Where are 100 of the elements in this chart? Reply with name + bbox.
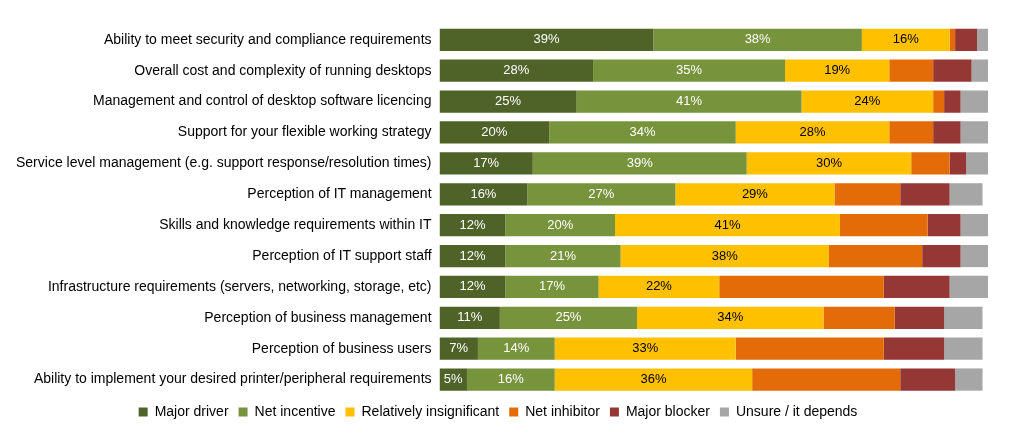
- bar: [955, 368, 983, 391]
- data-label: 27%: [588, 185, 615, 201]
- bar: [894, 306, 945, 329]
- bar: [861, 28, 950, 51]
- data-label: 17%: [473, 154, 500, 170]
- y-tick-label: Ability to implement your desired printer/peripheral requirements: [33, 370, 432, 387]
- bar: [785, 59, 890, 82]
- y-tick-label: Perception of IT management: [247, 185, 432, 202]
- bar: [889, 121, 934, 144]
- bar: [949, 152, 967, 175]
- legend-label: Net inhibitor: [525, 402, 601, 419]
- bar: [466, 368, 555, 391]
- bar: [527, 183, 676, 206]
- data-label: 39%: [533, 31, 560, 47]
- bar: [439, 59, 594, 82]
- bar: [675, 183, 835, 206]
- bar: [911, 152, 950, 175]
- bar: [532, 152, 747, 175]
- data-label: 5%: [443, 371, 464, 387]
- bar: [922, 244, 961, 268]
- data-label: 35%: [676, 62, 703, 78]
- data-label: 33%: [632, 340, 659, 356]
- y-tick-label: Management and control of desktop software licencing: [93, 92, 432, 109]
- bar: [505, 244, 621, 268]
- bar: [439, 90, 577, 113]
- data-label: 12%: [459, 247, 486, 263]
- bar: [598, 275, 720, 299]
- data-label: 16%: [497, 371, 525, 387]
- bar: [499, 306, 637, 329]
- bar: [949, 28, 956, 51]
- data-label: 17%: [538, 278, 566, 294]
- data-label: 34%: [629, 124, 656, 140]
- bar: [900, 183, 950, 206]
- bar: [549, 121, 736, 144]
- bar: [889, 59, 934, 82]
- bar: [636, 306, 824, 329]
- bar: [966, 152, 988, 175]
- bar: [927, 214, 961, 237]
- data-label: 16%: [892, 31, 920, 47]
- bar: [439, 183, 528, 206]
- data-label: 28%: [799, 124, 826, 140]
- data-label: 12%: [459, 216, 486, 232]
- bar: [653, 28, 862, 51]
- bar: [955, 28, 978, 51]
- data-label: 16%: [470, 185, 497, 201]
- bar: [960, 90, 988, 113]
- data-label: 12%: [459, 278, 486, 294]
- legend-label: Major blocker: [625, 402, 711, 419]
- bar: [823, 306, 895, 329]
- bar: [620, 244, 829, 268]
- data-label: 38%: [744, 31, 772, 47]
- data-label: 34%: [717, 309, 744, 325]
- data-label: 30%: [815, 154, 843, 170]
- data-label: 22%: [645, 278, 673, 294]
- y-tick-label: Support for your flexible working strategy: [177, 123, 432, 140]
- y-tick-label: Infrastructure requirements (servers, networking, storage, etc): [47, 277, 432, 294]
- bar: [949, 183, 983, 206]
- legend-label: Major driver: [154, 402, 229, 419]
- bar: [439, 152, 533, 175]
- data-label: 20%: [481, 124, 508, 140]
- data-label: 41%: [676, 93, 703, 109]
- bar: [746, 152, 912, 175]
- bar: [933, 59, 972, 82]
- legend-label: Relatively insignificant: [361, 402, 500, 419]
- bar: [944, 90, 961, 113]
- data-label: 29%: [741, 185, 769, 201]
- y-tick-label: Service level management (e.g. support response/resolution times): [15, 154, 432, 171]
- bar: [554, 368, 753, 391]
- data-label: 38%: [711, 247, 739, 263]
- data-label: 14%: [503, 340, 530, 356]
- y-tick-label: Ability to meet security and compliance requirements: [103, 30, 432, 47]
- legend-label: Unsure / it depends: [735, 402, 858, 419]
- bar: [593, 59, 786, 82]
- bar: [960, 214, 988, 237]
- bar: [883, 337, 945, 360]
- bar: [719, 275, 884, 299]
- bar: [752, 368, 901, 391]
- data-label: 24%: [854, 93, 881, 109]
- bar: [971, 59, 988, 82]
- bar: [977, 28, 988, 51]
- bar: [505, 214, 616, 237]
- bar: [554, 337, 736, 360]
- data-label: 7%: [449, 340, 469, 356]
- y-tick-label: Overall cost and complexity of running desktops: [134, 61, 432, 78]
- bar: [944, 306, 983, 329]
- y-tick-label: Perception of IT support staff: [252, 246, 432, 263]
- data-label: 11%: [457, 309, 483, 325]
- bar: [933, 90, 945, 113]
- legend-label: Net incentive: [254, 402, 336, 419]
- bar: [735, 337, 884, 360]
- y-tick-label: Skills and knowledge requirements within IT: [159, 216, 432, 232]
- y-tick-label: Perception of business management: [204, 308, 432, 325]
- data-label: 19%: [824, 62, 851, 78]
- bar: [960, 121, 988, 144]
- data-label: 39%: [626, 154, 654, 170]
- bar: [960, 244, 988, 268]
- bar: [828, 244, 923, 268]
- data-label: 21%: [549, 247, 577, 263]
- data-label: 25%: [555, 309, 582, 325]
- bar: [505, 275, 599, 299]
